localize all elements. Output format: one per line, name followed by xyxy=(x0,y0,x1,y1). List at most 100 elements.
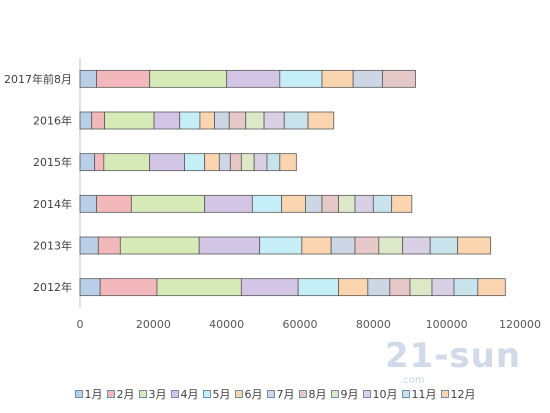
bar-segment xyxy=(79,278,101,297)
bar-segment xyxy=(79,194,97,213)
bar-segment xyxy=(179,111,201,130)
legend-swatch xyxy=(202,390,211,398)
stacked-bar-chart: 0 20000 40000 60000 80000 100000 120000 2012年 20… xyxy=(4,58,541,331)
category-label: 2016年 xyxy=(33,114,72,128)
legend-swatch xyxy=(74,390,83,398)
bar-segment xyxy=(251,194,283,213)
legend-item: 11月 xyxy=(401,386,437,402)
bar-segment xyxy=(305,194,323,213)
bar-segment xyxy=(94,153,105,172)
bar-segment xyxy=(330,236,356,255)
bar-segment xyxy=(429,236,459,255)
legend-swatch xyxy=(106,390,115,398)
legend-swatch xyxy=(330,390,339,398)
legend-label: 9月 xyxy=(340,388,359,401)
bar-segment xyxy=(79,236,99,255)
bar-segment xyxy=(391,194,413,213)
legend-item: 8月 xyxy=(298,386,327,402)
legend-label: 1月 xyxy=(84,388,103,401)
x-tick-label: 20000 xyxy=(136,318,171,331)
legend-label: 12月 xyxy=(450,388,476,401)
category-label: 2013年 xyxy=(33,239,72,253)
legend-label: 7月 xyxy=(276,388,295,401)
bar-segment xyxy=(228,111,247,130)
legend-swatch xyxy=(362,390,371,398)
legend-swatch xyxy=(440,390,449,398)
bar-segment xyxy=(204,153,220,172)
bar-segment xyxy=(389,278,411,297)
legend-swatch xyxy=(170,390,179,398)
bar-segment xyxy=(253,153,268,172)
legend: 1月 2月 3月 4月 5月 6月 7月 8月 9月 10月 11月 12月 xyxy=(0,384,550,404)
bar-segment xyxy=(198,236,261,255)
legend-item: 1月 xyxy=(74,386,103,402)
legend-swatch xyxy=(401,390,410,398)
bar-segment xyxy=(354,236,380,255)
category-label: 2017年前8月 xyxy=(4,72,72,86)
legend-swatch xyxy=(298,390,307,398)
legend-item: 10月 xyxy=(362,386,398,402)
bar-segment xyxy=(149,153,185,172)
bar-segment xyxy=(431,278,455,297)
bar-segment xyxy=(149,69,228,88)
x-tick-label: 100000 xyxy=(426,318,468,331)
legend-label: 3月 xyxy=(148,388,167,401)
bar-segment xyxy=(338,278,369,297)
legend-label: 6月 xyxy=(244,388,263,401)
x-tick-label: 120000 xyxy=(499,318,541,331)
bar-segment xyxy=(352,69,383,88)
bar-segment xyxy=(91,111,105,130)
bar-segment xyxy=(130,194,206,213)
bar-segment xyxy=(226,69,281,88)
bar-segment xyxy=(279,153,297,172)
legend-label: 11月 xyxy=(411,388,437,401)
bar-segment xyxy=(97,236,121,255)
bar-segment xyxy=(457,236,492,255)
bar-segment xyxy=(263,111,285,130)
legend-label: 8月 xyxy=(308,388,327,401)
bar-segment xyxy=(372,194,393,213)
bar-segment xyxy=(281,194,306,213)
bar-segment xyxy=(199,111,215,130)
bar-segment xyxy=(184,153,206,172)
bar-segment xyxy=(79,69,97,88)
bar-segment xyxy=(259,236,303,255)
bar-segment xyxy=(338,194,356,213)
x-tick-label: 40000 xyxy=(209,318,244,331)
legend-item: 5月 xyxy=(202,386,231,402)
legend-label: 5月 xyxy=(212,388,231,401)
legend-label: 10月 xyxy=(372,388,398,401)
bar-segment xyxy=(96,69,151,88)
bar-segment xyxy=(301,236,332,255)
bar-segment xyxy=(245,111,265,130)
bar-segment xyxy=(297,278,339,297)
bar-segment xyxy=(307,111,335,130)
bar-segment xyxy=(453,278,479,297)
bar-segment xyxy=(382,69,416,88)
legend-swatch xyxy=(138,390,147,398)
legend-swatch xyxy=(234,390,243,398)
bar-segment xyxy=(103,153,151,172)
legend-label: 4月 xyxy=(180,388,199,401)
x-tick-label: 60000 xyxy=(283,318,318,331)
bar-segment xyxy=(321,194,339,213)
bar-segment xyxy=(240,278,299,297)
legend-swatch xyxy=(266,390,275,398)
bar-segment xyxy=(402,236,431,255)
legend-item: 3月 xyxy=(138,386,167,402)
bar-segment xyxy=(378,236,404,255)
bar-segment xyxy=(99,278,158,297)
x-tick-label: 80000 xyxy=(356,318,391,331)
watermark-sub: .com xyxy=(400,375,425,386)
legend-item: 7月 xyxy=(266,386,295,402)
bar-segment xyxy=(321,69,354,88)
legend-item: 2月 xyxy=(106,386,135,402)
bar-segment xyxy=(214,111,230,130)
legend-item: 12月 xyxy=(440,386,476,402)
category-label: 2012年 xyxy=(33,280,72,294)
bar-segment xyxy=(477,278,506,297)
bar-segment xyxy=(79,153,96,172)
bar-segment xyxy=(204,194,253,213)
bar-segment xyxy=(104,111,155,130)
legend-item: 9月 xyxy=(330,386,359,402)
